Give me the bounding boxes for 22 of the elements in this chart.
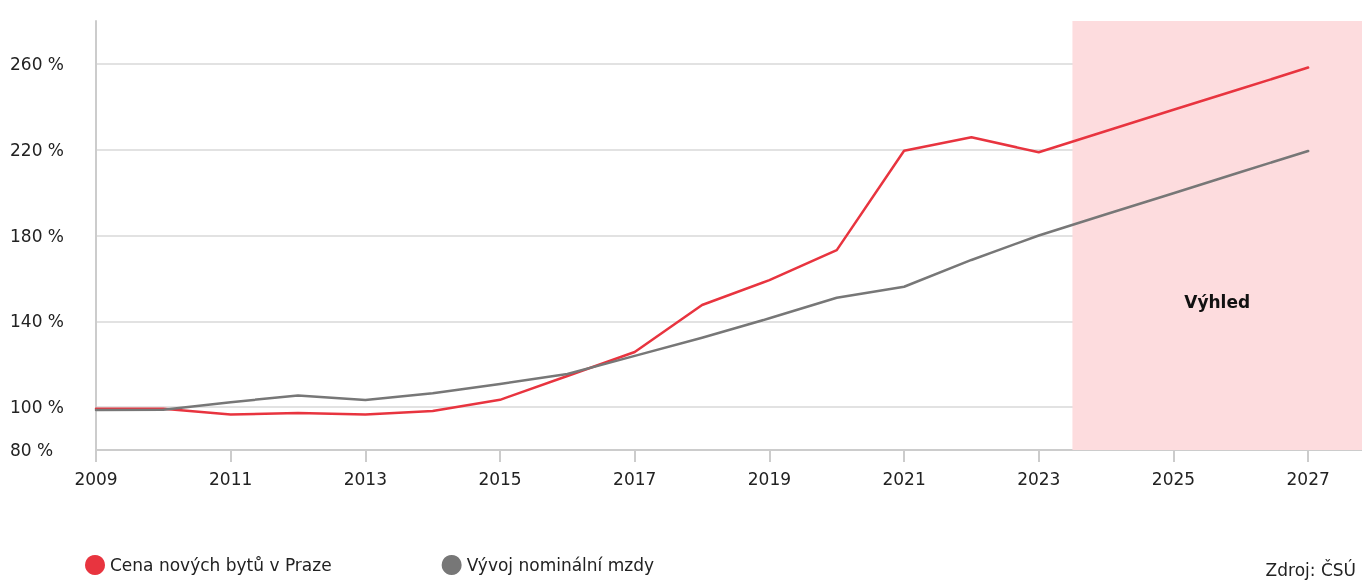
band-label: Výhled [1184, 291, 1251, 312]
x-tick-label: 2025 [1151, 468, 1196, 489]
y-tick-label: 100 % [10, 397, 65, 418]
y-tick-label: 140 % [10, 311, 65, 332]
legend-label: Cena nových bytů v Praze [110, 555, 332, 575]
text: Zdroj: ČSÚ [1265, 558, 1357, 580]
y-tick-label: 220 % [10, 139, 65, 160]
x-tick-label: 2019 [747, 468, 792, 489]
legend-label: Vývoj nominální mzdy [466, 555, 655, 575]
x-tick-label: 2013 [343, 468, 387, 489]
x-tick-label: 2023 [1017, 468, 1061, 489]
y-tick-label: 80 % [10, 440, 54, 460]
line-series [94, 149, 1310, 412]
x-tick-label: 2021 [882, 468, 926, 489]
x-tick-label: 2015 [478, 468, 522, 489]
x-tick-label: 2011 [209, 468, 253, 489]
x-tick-label: 2027 [1286, 468, 1330, 489]
x-tick-label: 2017 [613, 468, 657, 489]
line-series [94, 66, 1310, 416]
y-tick-label: 180 % [10, 225, 65, 246]
x-tick-label: 2009 [74, 468, 118, 489]
y-tick-label: 260 % [10, 53, 65, 74]
